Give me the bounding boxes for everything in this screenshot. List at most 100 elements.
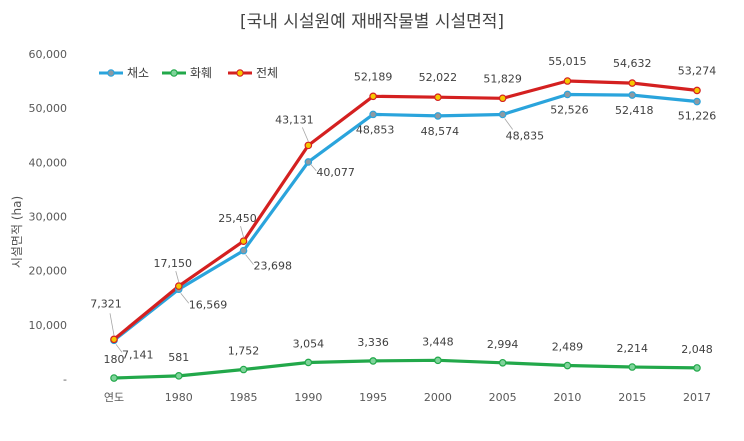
- data-point: [174, 372, 183, 380]
- x-tick-label: 2010: [553, 391, 581, 404]
- data-label: 2,489: [552, 341, 584, 354]
- data-label: 2,214: [616, 342, 648, 355]
- series-line: [112, 358, 699, 380]
- label-leader-line: [240, 226, 244, 238]
- data-label: 7,141: [122, 348, 154, 361]
- legend-swatch-marker: [236, 69, 244, 77]
- y-tick-label: 20,000: [29, 265, 68, 278]
- data-label: 16,569: [189, 298, 228, 311]
- data-label: 1,752: [228, 345, 260, 358]
- data-label: 7,321: [90, 297, 122, 310]
- x-tick-label: 2000: [424, 391, 452, 404]
- data-label: 23,698: [254, 260, 292, 273]
- label-leader-line: [180, 293, 190, 304]
- y-tick-label: 50,000: [29, 102, 68, 115]
- data-point: [628, 79, 637, 87]
- y-tick-label: 40,000: [29, 156, 68, 169]
- label-leader-line: [310, 163, 317, 172]
- data-point: [110, 335, 118, 344]
- data-point: [498, 94, 507, 103]
- data-point: [434, 93, 442, 102]
- series-line: [112, 79, 699, 341]
- x-tick-label: 2005: [489, 391, 517, 404]
- data-label: 51,829: [483, 72, 522, 85]
- legend-swatch-marker: [107, 69, 115, 77]
- legend-swatch-marker: [170, 69, 178, 77]
- data-label: 3,448: [422, 335, 454, 348]
- data-label: 52,022: [419, 71, 458, 84]
- data-label: 54,632: [613, 57, 652, 70]
- data-point: [304, 158, 313, 166]
- data-label: 2,994: [487, 338, 519, 351]
- data-point: [304, 141, 313, 150]
- data-point: [563, 361, 572, 370]
- data-point: [239, 365, 248, 374]
- data-label: 48,835: [506, 129, 544, 142]
- data-point: [304, 358, 313, 367]
- x-axis-ticks: 연도 1980 1985 1990 1995 2000 2005 2010 2015 2017: [104, 391, 711, 404]
- data-point: [563, 77, 572, 85]
- legend-label: 채소: [127, 66, 149, 80]
- data-label: 3,336: [357, 336, 389, 349]
- data-label: 2,048: [681, 343, 713, 356]
- label-leader-line: [504, 118, 513, 130]
- data-point: [628, 363, 637, 371]
- y-axis-label: 시설면적 (ha): [10, 196, 24, 268]
- data-label: 52,189: [354, 70, 393, 83]
- chart-title: [국내 시설원예 재배작물별 시설면적]: [240, 12, 504, 32]
- data-label: 17,150: [154, 257, 193, 270]
- label-leader-line: [109, 313, 115, 336]
- data-label: 55,015: [548, 55, 587, 68]
- data-point: [110, 374, 118, 382]
- y-tick-label: 10,000: [29, 319, 68, 332]
- y-tick-label: -: [63, 373, 67, 386]
- series-points: [110, 77, 701, 382]
- data-point: [369, 92, 377, 101]
- data-label: 52,418: [615, 104, 654, 117]
- series-lines: [112, 79, 699, 380]
- series-line: [112, 92, 699, 342]
- label-leader-line: [175, 270, 180, 283]
- data-label: 52,526: [550, 103, 589, 116]
- label-leader-line: [245, 254, 254, 265]
- x-tick-label: 1980: [165, 391, 193, 404]
- data-point: [628, 91, 637, 99]
- x-tick-label: 1990: [294, 391, 322, 404]
- data-label: 48,853: [356, 123, 395, 136]
- data-label: 180: [104, 353, 125, 366]
- y-tick-label: 60,000: [29, 48, 68, 61]
- x-tick-label: 1995: [359, 391, 387, 404]
- data-labels: 180 581 1,752 3,054 3,336 3,448 2,994 2,489 2,21…: [90, 55, 716, 366]
- data-point: [498, 110, 507, 119]
- data-point: [239, 237, 248, 245]
- data-point: [174, 282, 183, 290]
- data-point: [369, 357, 377, 365]
- label-leader-line: [115, 344, 123, 353]
- data-label: 40,077: [316, 166, 355, 179]
- x-tick-label: 2015: [618, 391, 646, 404]
- data-point: [239, 246, 248, 255]
- data-point: [434, 112, 442, 120]
- label-leader-line: [301, 127, 309, 142]
- data-point: [563, 90, 572, 99]
- data-label: 3,054: [293, 337, 325, 350]
- data-label: 43,131: [275, 113, 314, 126]
- data-label: 53,274: [678, 64, 717, 77]
- data-label: 581: [168, 351, 189, 364]
- data-point: [498, 358, 507, 367]
- legend-label: 화훼: [190, 66, 212, 80]
- data-label: 25,450: [218, 212, 257, 225]
- x-tick-label: 1985: [230, 391, 258, 404]
- data-label: 48,574: [421, 125, 460, 138]
- data-point: [434, 356, 442, 365]
- x-tick-label: 2017: [683, 391, 711, 404]
- x-tick-label: 연도: [104, 391, 124, 404]
- data-point: [693, 364, 701, 372]
- data-point: [693, 97, 701, 106]
- legend-label: 전체: [256, 66, 278, 80]
- y-tick-label: 30,000: [29, 211, 68, 224]
- y-axis-ticks: - 10,000 20,000 30,000 40,000 50,000 60,000: [29, 48, 68, 386]
- data-point: [693, 86, 701, 95]
